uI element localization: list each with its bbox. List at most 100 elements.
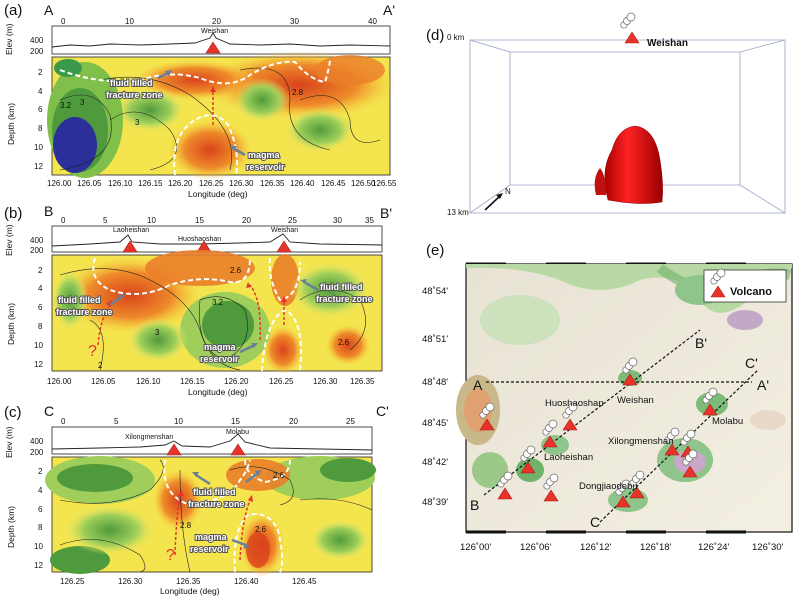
panel-e: (e) A A' B B' C: [422, 242, 793, 553]
profile-end: B': [695, 335, 707, 351]
volcano-name: Laoheishan: [113, 227, 149, 234]
depth-tick: 6: [38, 303, 43, 312]
volcano-name: Xilongmenshan: [125, 434, 173, 441]
lon-ticks-c: 126.25 126.30 126.35 126.40 126.45: [60, 577, 317, 586]
depth-tick: 8: [38, 523, 43, 532]
annotation: magma: [195, 532, 228, 542]
lon-tick: 126.25: [60, 577, 85, 586]
panel-c-label: (c): [4, 404, 22, 421]
annotation: reservoir: [200, 354, 239, 364]
dist-tick: 0: [61, 417, 66, 426]
depth-axis-label: Depth (km): [6, 506, 16, 548]
profile-end: C: [590, 514, 600, 530]
dist-tick: 40: [368, 17, 377, 26]
contour-label: 2.6: [338, 338, 350, 347]
elev-axis-label: Elev (m): [4, 426, 14, 458]
volcano-label: Molabu: [712, 416, 743, 427]
panel-b: (b) B B' 0 5 10 15 20 25 30 35 Laoheisha…: [4, 203, 392, 397]
panel-d: (d) 0 km 13 km Weishan N: [426, 12, 786, 217]
lon-tick: 126.05: [77, 179, 102, 188]
section-a-end: A': [383, 2, 395, 18]
contour-label: 2.6: [273, 471, 285, 480]
depth-tick: 10: [34, 542, 43, 551]
lon-tick: 126.35: [176, 577, 201, 586]
annotation: reservoir: [246, 162, 285, 172]
depth-tick: 6: [38, 105, 43, 114]
lon-tick: 126.25: [269, 377, 294, 386]
contour-label: 3: [80, 98, 85, 107]
volcano-label: Xilongmenshan: [608, 436, 674, 447]
question-mark: ?: [88, 343, 97, 360]
annotation: magma: [248, 150, 281, 160]
velocity-section-b: ? fluid filled fracture zone fluid fille…: [51, 250, 383, 374]
bottom-depth-label: 13 km: [447, 208, 469, 217]
legend-label: Volcano: [730, 286, 772, 298]
elev-tick: 400: [30, 36, 44, 45]
depth-tick: 2: [38, 467, 43, 476]
dist-tick: 15: [195, 216, 204, 225]
lon-tick: 126.00: [47, 377, 72, 386]
magma-body: [604, 125, 663, 204]
lon-tick: 126.40: [290, 179, 315, 188]
depth-tick: 4: [38, 284, 43, 293]
section-a-start: A: [44, 2, 54, 18]
dist-tick: 30: [290, 17, 299, 26]
lon-tick: 126.25: [199, 179, 224, 188]
annotation: fluid filled: [320, 282, 363, 292]
elevation-profile: [51, 233, 383, 247]
dist-tick: 0: [61, 17, 66, 26]
lat-tick: 48˚54': [422, 286, 448, 297]
elevation-profile: [51, 32, 391, 48]
lon-tick: 126.30: [229, 179, 254, 188]
dist-tick: 10: [174, 417, 183, 426]
panel-a: (a) A A' 0 10 20 30 40 Weishan Elev (m) …: [4, 2, 397, 199]
dist-tick: 10: [147, 216, 156, 225]
magma-body: [594, 168, 606, 195]
lon-tick: 126.05: [91, 377, 116, 386]
depth-axis-label: Depth (km): [6, 103, 16, 145]
lat-tick: 48˚42': [422, 457, 448, 468]
north-label: N: [505, 187, 511, 196]
dist-tick: 20: [212, 17, 221, 26]
velocity-section-a: fluid filled fracture zone magma reservo…: [47, 51, 395, 180]
lon-tick: 126.50: [351, 179, 376, 188]
lon-tick: 126.30: [118, 577, 143, 586]
dist-tick: 25: [346, 417, 355, 426]
lon-tick: 126.55: [372, 179, 397, 188]
depth-tick: 8: [38, 322, 43, 331]
dist-tick: 35: [365, 216, 374, 225]
elev-tick: 200: [30, 47, 44, 56]
lon-ticks-b: 126.00 126.05 126.10 126.15 126.20 126.2…: [47, 377, 375, 386]
lon-tick: 126.20: [224, 377, 249, 386]
annotation: fracture zone: [188, 499, 245, 509]
annotation: fluid filled: [58, 295, 101, 305]
contour-label: 2.6: [255, 525, 267, 534]
elevation-box: [51, 426, 373, 455]
lat-tick: 48˚45': [422, 418, 448, 429]
section-c-start: C: [44, 403, 54, 419]
volcano-label: Huoshaoshan: [545, 398, 604, 409]
elev-axis-label: Elev (m): [4, 224, 14, 256]
volcano-label: Laoheishan: [544, 452, 593, 463]
depth-axis-label: Depth (km): [6, 303, 16, 345]
profile-end: B: [470, 497, 479, 513]
dist-tick: 25: [288, 216, 297, 225]
smoke-icon: [620, 12, 636, 29]
contour-label: 2.8: [292, 88, 304, 97]
contour-label: 3.2: [212, 298, 224, 307]
lon-tick: 126.45: [292, 577, 317, 586]
volcano-marker: [624, 31, 640, 44]
depth-tick: 6: [38, 505, 43, 514]
annotation: magma: [204, 342, 237, 352]
volcano-name: Weishan: [647, 38, 688, 49]
depth-tick: 2: [38, 266, 43, 275]
lon-tick: 126.10: [108, 179, 133, 188]
panel-b-label: (b): [4, 205, 22, 222]
lon-tick: 126˚18': [640, 542, 672, 553]
contour-label: 3: [155, 328, 160, 337]
volcano-name: Huoshaoshan: [178, 236, 221, 243]
lon-tick: 126.30: [313, 377, 338, 386]
x-axis-label: Longitude (deg): [160, 586, 220, 596]
section-b-start: B: [44, 203, 53, 219]
lat-tick: 48˚39': [422, 497, 448, 508]
